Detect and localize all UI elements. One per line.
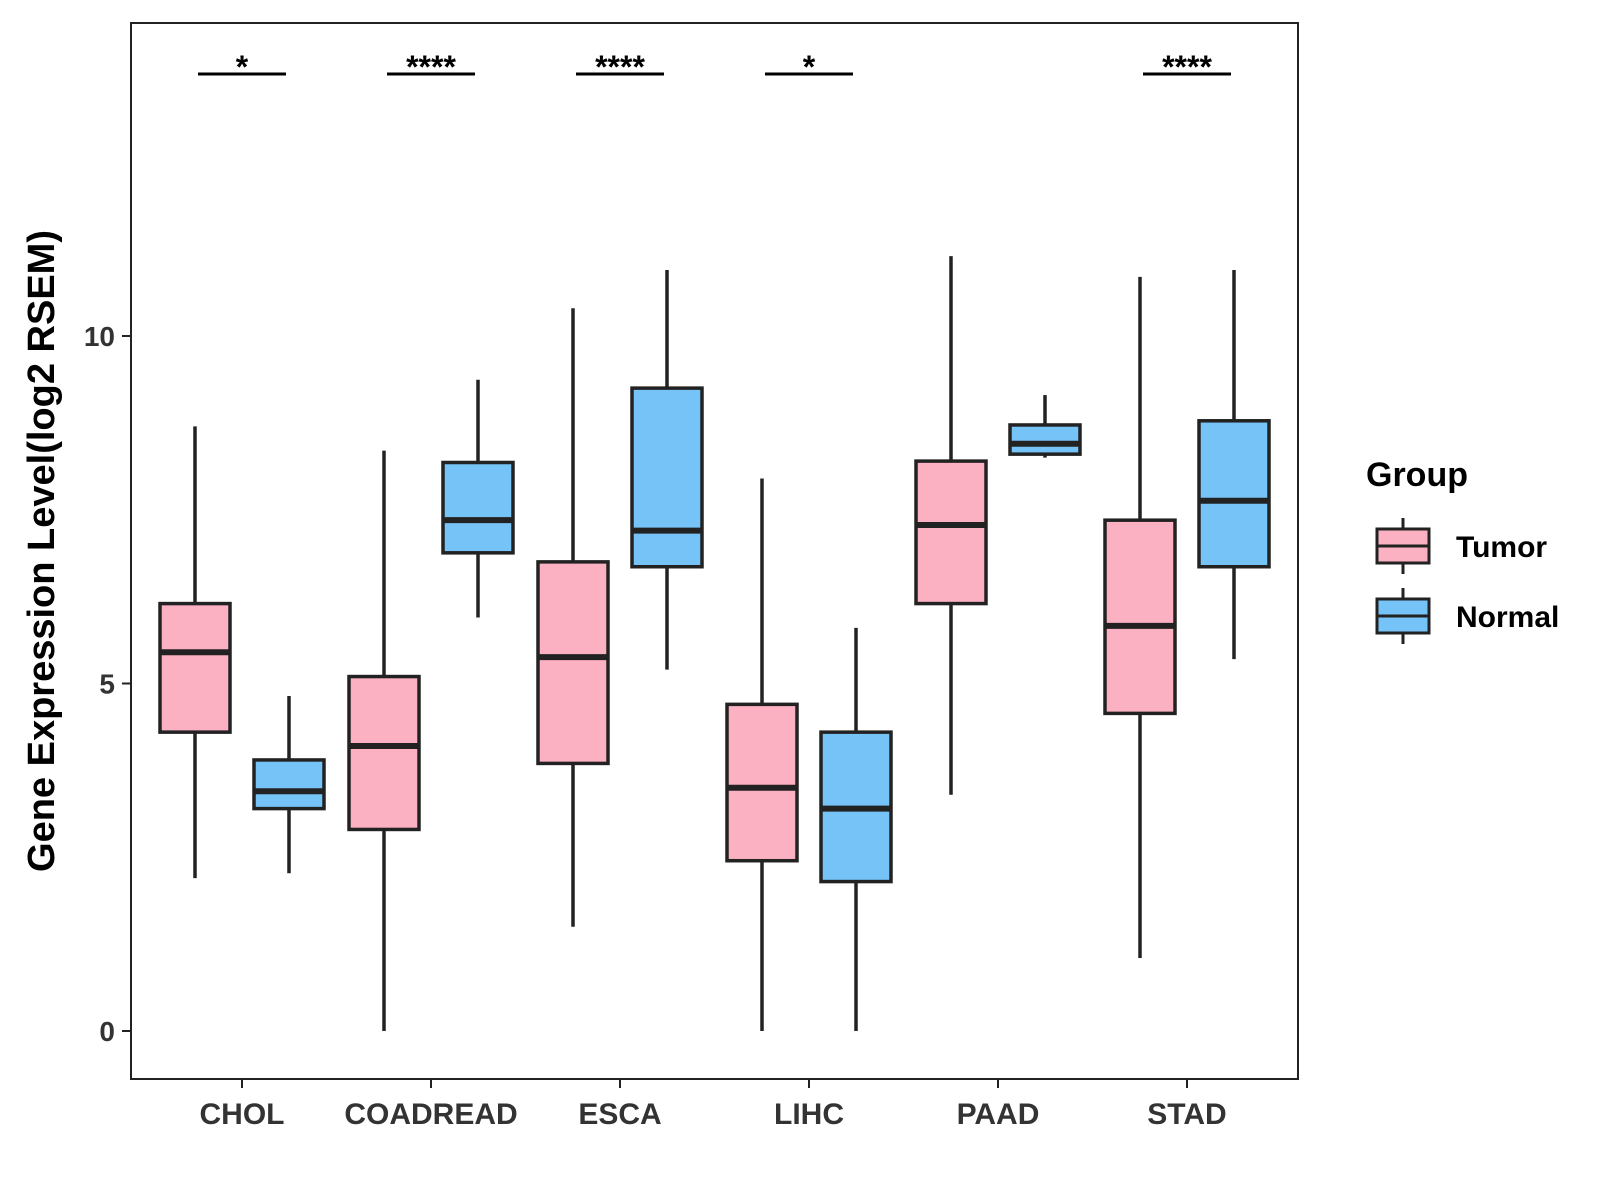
significance-label: **** — [406, 49, 456, 85]
box-body — [1103, 518, 1177, 716]
y-tick-label: 10 — [84, 321, 115, 352]
x-axis: CHOL COADREAD ESCA LIHC PAAD STAD — [200, 1079, 1227, 1131]
box-tumor-lihc — [725, 478, 799, 1031]
y-tick-label: 0 — [99, 1016, 115, 1047]
legend-entry-normal: Normal — [1375, 588, 1559, 644]
x-tick-label: STAD — [1147, 1098, 1226, 1131]
box-normal-coadread — [441, 379, 515, 618]
significance-label: * — [803, 49, 816, 85]
legend-entry-label: Tumor — [1456, 531, 1547, 564]
box-normal-chol — [252, 696, 326, 874]
y-axis-title: Gene Expression Level(log2 RSEM) — [21, 230, 63, 872]
box-tumor-chol — [158, 426, 232, 879]
significance-label: **** — [595, 49, 645, 85]
box-tumor-coadread — [347, 450, 421, 1031]
box-body — [252, 758, 326, 811]
box-normal-paad — [1008, 395, 1082, 458]
box-body — [1008, 423, 1082, 456]
x-tick-label: LIHC — [774, 1098, 844, 1131]
x-tick-label: CHOL — [200, 1098, 285, 1131]
box-body — [441, 460, 515, 555]
legend-entry-tumor: Tumor — [1375, 518, 1547, 574]
box-body — [347, 674, 421, 832]
legend-title: Group — [1366, 456, 1468, 494]
box-body — [158, 601, 232, 734]
significance-label: * — [236, 49, 249, 85]
legend-entry-label: Normal — [1456, 601, 1559, 634]
boxes-layer — [158, 256, 1271, 1031]
box-tumor-paad — [914, 256, 988, 795]
significance-label: **** — [1162, 49, 1212, 85]
box-normal-lihc — [819, 627, 893, 1031]
box-body — [1197, 419, 1271, 569]
significance-layer: * **** **** * **** — [198, 49, 1231, 85]
y-axis: 0 5 10 — [84, 321, 131, 1047]
box-body — [914, 459, 988, 606]
box-body — [630, 386, 704, 569]
x-tick-label: PAAD — [957, 1098, 1040, 1131]
box-body — [536, 560, 610, 766]
box-body — [725, 702, 799, 863]
legend: Group Tumor Normal — [1366, 456, 1559, 644]
box-tumor-esca — [536, 308, 610, 927]
box-normal-stad — [1197, 269, 1271, 660]
y-tick-label: 5 — [99, 669, 115, 700]
box-normal-esca — [630, 269, 704, 670]
x-tick-label: COADREAD — [344, 1098, 517, 1131]
x-tick-label: ESCA — [578, 1098, 661, 1131]
box-tumor-stad — [1103, 276, 1177, 959]
